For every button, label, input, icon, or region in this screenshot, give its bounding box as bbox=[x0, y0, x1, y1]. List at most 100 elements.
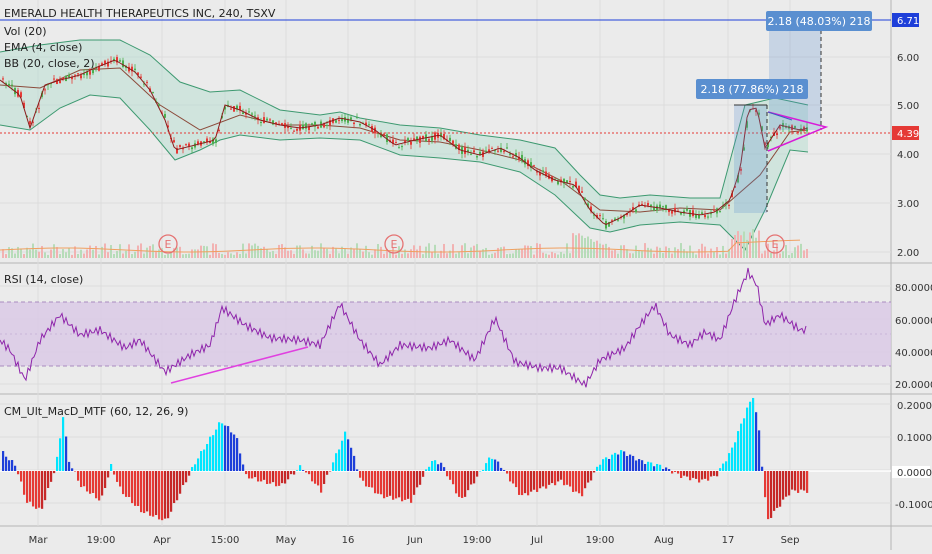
candle-body bbox=[515, 153, 517, 157]
volume-bar bbox=[509, 253, 511, 258]
candle-body bbox=[86, 71, 88, 76]
candle-body bbox=[92, 69, 94, 74]
volume-bar bbox=[482, 249, 484, 258]
candle-body bbox=[359, 123, 361, 126]
macd-bar bbox=[59, 438, 62, 471]
earnings-marker[interactable]: E bbox=[765, 234, 785, 254]
macd-bar bbox=[743, 418, 746, 471]
symbol-title[interactable]: EMERALD HEALTH THERAPEUTICS INC, 240, TS… bbox=[4, 7, 276, 20]
candle-body bbox=[587, 203, 589, 207]
candle-body bbox=[602, 218, 604, 220]
volume-bar bbox=[182, 254, 184, 258]
candle-body bbox=[248, 111, 250, 113]
volume-bar bbox=[116, 251, 118, 258]
rsi-tick-label: 80.0000 bbox=[895, 283, 932, 294]
candle-body bbox=[431, 136, 433, 141]
rsi-path bbox=[0, 267, 807, 388]
macd-bar bbox=[11, 460, 14, 471]
macd-axis[interactable]: 0.2000 0.1000 0.0000 -0.1000 bbox=[892, 401, 932, 511]
volume-bar bbox=[38, 251, 40, 258]
macd-bar bbox=[284, 471, 287, 484]
candle-body bbox=[233, 106, 235, 112]
candle-body bbox=[746, 121, 748, 128]
macd-bar bbox=[167, 471, 170, 519]
indicator-ema[interactable]: EMA (4, close) bbox=[4, 41, 82, 54]
candle-body bbox=[506, 147, 508, 149]
indicator-bb[interactable]: BB (20, close, 2) bbox=[4, 57, 95, 70]
macd-bar bbox=[701, 471, 704, 480]
candle-body bbox=[23, 102, 25, 108]
candle-body bbox=[263, 117, 265, 124]
volume-bar bbox=[344, 248, 346, 258]
volume-bar bbox=[446, 253, 448, 258]
volume-bar bbox=[578, 233, 580, 258]
triangle-pattern[interactable] bbox=[767, 111, 829, 152]
volume-bar bbox=[299, 245, 301, 258]
volume-bar bbox=[128, 244, 130, 258]
macd-bar bbox=[20, 471, 23, 482]
macd-bar bbox=[533, 471, 536, 490]
volume-bar bbox=[464, 243, 466, 258]
macd-bar bbox=[302, 470, 305, 471]
candle-body bbox=[647, 202, 649, 206]
macd-bar bbox=[242, 464, 245, 471]
volume-bar bbox=[473, 245, 475, 258]
macd-tick-label: 0.1000 bbox=[897, 433, 932, 444]
candle-body bbox=[581, 191, 583, 193]
candle-body bbox=[722, 205, 724, 208]
volume-bar bbox=[260, 248, 262, 258]
macd-bar bbox=[479, 470, 482, 472]
candle-body bbox=[20, 92, 22, 98]
macd-bar bbox=[32, 471, 35, 507]
candle-body bbox=[107, 61, 109, 67]
macd-bar bbox=[389, 471, 392, 496]
indicator-macd[interactable]: CM_Ult_MacD_MTF (60, 12, 26, 9) bbox=[4, 405, 188, 418]
macd-bar bbox=[659, 464, 662, 471]
drawings[interactable] bbox=[0, 19, 891, 384]
macd-bar bbox=[308, 471, 311, 475]
rsi-axis[interactable]: 80.0000 60.0000 40.0000 20.0000 bbox=[895, 283, 932, 391]
time-tick-label: 16 bbox=[342, 535, 355, 546]
candle-body bbox=[407, 138, 409, 141]
macd-bar bbox=[74, 471, 77, 472]
candle-body bbox=[290, 128, 292, 130]
volume-bar bbox=[350, 247, 352, 258]
volume-bar bbox=[650, 248, 652, 258]
earnings-marker[interactable]: E bbox=[384, 234, 404, 254]
macd-bar bbox=[776, 471, 779, 508]
candle-body bbox=[650, 204, 652, 207]
measure-range-1[interactable] bbox=[734, 105, 767, 213]
rsi-trendline[interactable] bbox=[170, 346, 309, 384]
macd-bar bbox=[392, 471, 395, 500]
earnings-marker[interactable]: E bbox=[158, 234, 178, 254]
macd-bar bbox=[323, 471, 326, 484]
indicator-vol[interactable]: Vol (20) bbox=[4, 25, 47, 38]
candle-body bbox=[419, 136, 421, 143]
candle-body bbox=[533, 165, 535, 167]
macd-bar bbox=[758, 430, 761, 471]
macd-bar bbox=[437, 464, 440, 471]
candle-body bbox=[353, 122, 355, 125]
macd-bar bbox=[8, 460, 11, 471]
macd-bar bbox=[656, 463, 659, 471]
candle-body bbox=[383, 133, 385, 135]
candle-body bbox=[44, 89, 46, 91]
volume-bar bbox=[716, 247, 718, 258]
price-axis[interactable]: 6.00 5.00 4.00 3.00 2.00 4.39 6.71 bbox=[892, 13, 919, 259]
candle-body bbox=[740, 168, 742, 171]
volume-bar bbox=[221, 253, 223, 258]
candle-body bbox=[503, 151, 505, 153]
indicator-rsi[interactable]: RSI (14, close) bbox=[4, 273, 83, 286]
candle-body bbox=[272, 120, 274, 125]
volume-bar bbox=[641, 250, 643, 258]
macd-bar bbox=[140, 471, 143, 513]
macd-bar bbox=[215, 429, 218, 471]
volume-bar bbox=[155, 250, 157, 258]
macd-bar bbox=[800, 471, 803, 490]
time-axis[interactable]: Mar 19:00 Apr 15:00 May 16 Jun 19:00 Jul… bbox=[29, 535, 800, 546]
candle-body bbox=[404, 140, 406, 143]
volume-bar bbox=[272, 250, 274, 258]
macd-bar bbox=[671, 471, 674, 474]
volume-bar bbox=[32, 243, 34, 258]
